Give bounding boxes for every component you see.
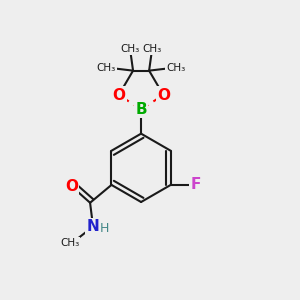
Text: CH₃: CH₃ xyxy=(97,63,116,73)
Text: O: O xyxy=(112,88,125,103)
Text: CH₃: CH₃ xyxy=(142,44,162,54)
Text: H: H xyxy=(100,222,109,236)
Text: O: O xyxy=(65,179,78,194)
Text: CH₃: CH₃ xyxy=(166,63,185,73)
Text: F: F xyxy=(190,177,201,192)
Text: CH₃: CH₃ xyxy=(60,238,80,248)
Text: N: N xyxy=(87,219,99,234)
Text: CH₃: CH₃ xyxy=(121,44,140,54)
Text: B: B xyxy=(135,102,147,117)
Text: O: O xyxy=(157,88,170,103)
